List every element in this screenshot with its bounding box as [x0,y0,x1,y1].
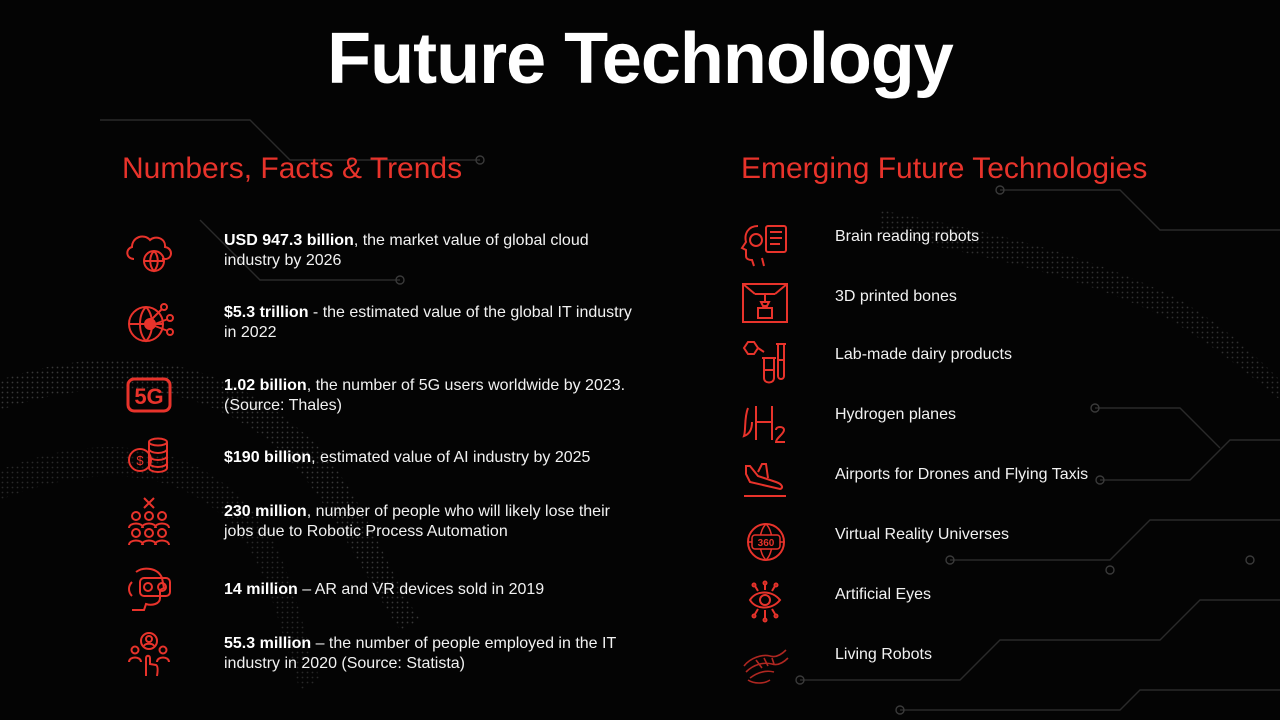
lab-flask-icon [740,340,792,386]
tech-item-3d-bones: 3D printed bones [740,282,1160,328]
tech-item-hydrogen: Hydrogen planes [740,400,1160,446]
dotted-wave-right [880,210,1280,400]
coins-icon: $ [122,432,176,484]
svg-text:$: $ [136,453,144,468]
employees-icon [122,628,176,680]
fact-text: 14 million – AR and VR devices sold in 2… [224,581,545,598]
tech-item-airports: Airports for Drones and Flying Taxis [740,460,1160,506]
brain-robot-icon [740,222,792,268]
artificial-eye-icon [740,580,792,626]
tech-label: 3D printed bones [835,288,957,305]
tech-label: Living Robots [835,646,932,663]
dotted-wave-left [0,359,420,690]
technologies-heading: Emerging Future Technologies [741,152,1148,185]
tech-item-artificial-eyes: Artificial Eyes [740,580,1160,626]
fact-text: USD 947.3 billion, the market value of g… [224,232,589,269]
network-globe-icon [122,297,176,349]
people-cross-icon [122,496,176,548]
fact-item-5g: 5G 1.02 billion, the number of 5G users … [122,370,642,422]
airplane-landing-icon [740,460,792,506]
tech-label: Artificial Eyes [835,586,932,603]
vr-headset-icon [122,564,176,616]
fact-text: 55.3 million – the number of people empl… [224,635,616,672]
circuit-lines [100,120,1280,710]
facts-heading: Numbers, Facts & Trends [122,152,463,185]
tech-label: Airports for Drones and Flying Taxis [835,466,1089,483]
fact-item-cloud: USD 947.3 billion, the market value of g… [122,225,642,277]
fact-item-rpa: 230 million, number of people who will l… [122,496,642,548]
vr-360-icon: 360 [740,520,792,566]
tech-item-vr-universes: 360 Virtual Reality Universes [740,520,1160,566]
fact-item-employees: 55.3 million – the number of people empl… [122,628,642,680]
tech-item-lab-dairy: Lab-made dairy products [740,340,1160,386]
fact-item-ai: $ $190 billion, estimated value of AI in… [122,432,642,484]
fact-item-ar-vr: 14 million – AR and VR devices sold in 2… [122,564,642,616]
fact-text: $190 billion, estimated value of AI indu… [224,449,591,466]
fact-item-it-industry: $5.3 trillion - the estimated value of t… [122,297,642,349]
tech-item-brain-robots: Brain reading robots [740,222,1160,268]
svg-text:360: 360 [758,538,775,549]
robot-hand-icon [740,640,792,686]
tech-label: Lab-made dairy products [835,346,1012,363]
cloud-globe-icon [122,225,176,277]
fact-text: $5.3 trillion - the estimated value of t… [224,304,632,341]
tech-label: Hydrogen planes [835,406,956,423]
tech-item-living-robots: Living Robots [740,640,1160,686]
3d-printer-icon [740,282,792,328]
5g-icon: 5G [122,370,176,422]
tech-label: Virtual Reality Universes [835,526,1009,543]
hydrogen-icon [740,400,792,446]
fact-text: 230 million, number of people who will l… [224,503,610,540]
fact-text: 1.02 billion, the number of 5G users wor… [224,377,626,414]
svg-text:5G: 5G [134,384,163,409]
tech-label: Brain reading robots [835,228,980,245]
page-title: Future Technology [327,19,954,99]
